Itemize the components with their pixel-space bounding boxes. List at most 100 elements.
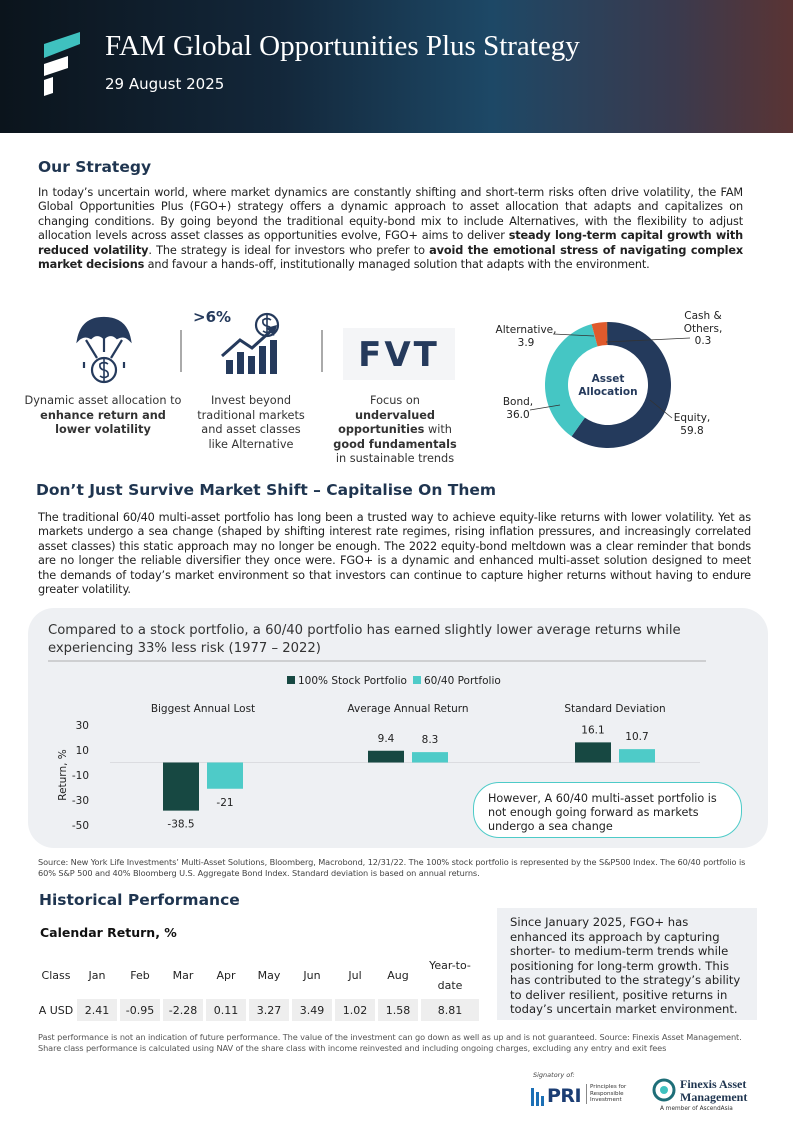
y-tick-label: -50 bbox=[72, 820, 89, 832]
table-header-cell: Year-to-date bbox=[429, 959, 471, 992]
logo-bar bbox=[44, 77, 53, 96]
umbrella-line bbox=[85, 339, 98, 359]
finexis-mark bbox=[652, 1078, 676, 1102]
section-heading: Our Strategy bbox=[38, 158, 152, 176]
coin bbox=[90, 356, 118, 384]
member-text: A member of AscendAsia bbox=[660, 1106, 733, 1112]
bold-text: undervalued opportunities bbox=[338, 408, 436, 437]
section-heading: Don’t Just Survive Market Shift – Capita… bbox=[36, 481, 497, 499]
donut-label: Alternative, 3.9 bbox=[490, 324, 562, 349]
bold-text: avoid the emotional stress of navigating… bbox=[38, 243, 743, 272]
shift-paragraph: The traditional 60/40 multi-asset portfo… bbox=[38, 511, 751, 597]
leader-line bbox=[552, 333, 595, 337]
bold-text: steady long-term capital growth with red… bbox=[38, 229, 744, 257]
text: . The strategy is ideal for investors wh… bbox=[148, 243, 430, 257]
donut-label: Bond, 36.0 bbox=[497, 396, 539, 421]
y-axis-label: Return, % bbox=[57, 749, 69, 801]
label-category: Bond, bbox=[502, 396, 534, 408]
label-value: 0.3 bbox=[694, 335, 712, 347]
label-category: Alternative, bbox=[495, 324, 557, 336]
text: In today’s uncertain world, where market… bbox=[38, 186, 743, 243]
pri-text: PRI bbox=[547, 1085, 582, 1107]
icon-bar bbox=[248, 356, 255, 374]
icon-text: >6% bbox=[193, 308, 231, 326]
category-label: Standard Deviation bbox=[564, 703, 665, 715]
table-row: A USD 2.41 -0.95 -2.28 0.11 3.27 3.49 1.02 1.58 8… bbox=[38, 999, 479, 1021]
value-label: 10.7 bbox=[625, 731, 648, 743]
icon-bar bbox=[270, 340, 277, 374]
value-label: 8.3 bbox=[422, 734, 439, 746]
source-note: Source: New York Life Investments’ Multi… bbox=[38, 857, 746, 878]
logo-bar bbox=[44, 32, 80, 58]
table-header-cell: Class bbox=[41, 969, 71, 982]
icon-box bbox=[343, 328, 455, 380]
icon-bar bbox=[259, 346, 266, 374]
table-cell: 3.49 bbox=[292, 999, 332, 1021]
table-header-cell: Jun bbox=[303, 969, 321, 982]
value-label: -38.5 bbox=[167, 819, 194, 831]
signatory-label: Signatory of: bbox=[533, 1071, 575, 1079]
label-value: 3.9 bbox=[517, 336, 535, 349]
pri-mark bbox=[541, 1096, 544, 1106]
text: Focus on bbox=[370, 394, 420, 407]
table-heading: Calendar Return, % bbox=[40, 925, 177, 940]
label-value: 36.0 bbox=[506, 408, 530, 421]
strategy-paragraph: In today’s uncertain world, where market… bbox=[38, 186, 743, 272]
icon-bar bbox=[226, 360, 233, 374]
section-heading: Historical Performance bbox=[39, 891, 240, 909]
value-label: 9.4 bbox=[378, 733, 395, 745]
umbrella bbox=[76, 316, 132, 344]
label-value: 59.8 bbox=[680, 424, 704, 437]
table-header-cell: May bbox=[257, 969, 281, 982]
table-cell: A USD bbox=[38, 1003, 74, 1017]
return-table: Class Jan Feb Mar Apr May Jun Jul Aug Year-to-dat… bbox=[35, 953, 482, 1024]
value-label: -21 bbox=[216, 797, 233, 809]
bar bbox=[368, 750, 404, 763]
label-category: Cash & Others, bbox=[683, 310, 723, 335]
trend-arrow bbox=[221, 328, 274, 358]
legend-label: 60/40 Portfolio bbox=[424, 675, 501, 687]
bar bbox=[412, 752, 448, 763]
pri-full: Principles for Responsible Investment bbox=[586, 1084, 632, 1104]
legend-swatch bbox=[413, 676, 421, 684]
donut-slice bbox=[571, 322, 671, 448]
bar bbox=[163, 762, 199, 811]
umbrella-line bbox=[110, 339, 123, 359]
donut-label: Equity, 59.8 bbox=[667, 412, 717, 437]
growth-icon bbox=[221, 312, 280, 374]
bar bbox=[207, 762, 243, 789]
pri-mark bbox=[536, 1092, 539, 1106]
y-tick-label: -30 bbox=[72, 795, 89, 807]
finexis-logo bbox=[652, 1078, 676, 1102]
umbrella-icon bbox=[76, 316, 132, 384]
disclaimer: Past performance is not an indication of… bbox=[38, 1032, 742, 1053]
donut-slice bbox=[545, 324, 598, 437]
legend-label: 100% Stock Portfolio bbox=[298, 675, 407, 687]
logo-bar bbox=[44, 56, 68, 76]
table-cell: 1.58 bbox=[378, 999, 418, 1021]
table-cell: -0.95 bbox=[120, 999, 160, 1021]
icon-text: FVT bbox=[358, 335, 440, 375]
company-name: Finexis Asset Management bbox=[680, 1077, 748, 1104]
table-header-cell: Apr bbox=[216, 969, 236, 982]
leader-line bbox=[605, 337, 691, 343]
text: Dynamic asset allocation to bbox=[24, 394, 182, 407]
y-tick-label: 10 bbox=[76, 745, 89, 757]
text: and favour a hands-off, institutionally … bbox=[144, 258, 650, 272]
title: FAM Global Opportunities Plus Strategy bbox=[105, 30, 580, 62]
logo bbox=[44, 32, 80, 96]
pri-logo bbox=[531, 1088, 544, 1106]
table-cell: -2.28 bbox=[163, 999, 203, 1021]
chart-title: Compared to a stock portfolio, a 60/40 p… bbox=[48, 623, 681, 656]
leader-line bbox=[529, 404, 561, 411]
feature-text: Invest beyond traditional markets and as… bbox=[190, 394, 312, 452]
table-cell: 8.81 bbox=[421, 999, 479, 1021]
value-label: 16.1 bbox=[581, 724, 604, 736]
table-cell: 3.27 bbox=[249, 999, 289, 1021]
coin-symbol bbox=[99, 359, 109, 381]
legend-swatch bbox=[287, 676, 295, 684]
bold-text: good fundamentals bbox=[333, 437, 457, 451]
label-category: Equity, bbox=[673, 412, 711, 424]
